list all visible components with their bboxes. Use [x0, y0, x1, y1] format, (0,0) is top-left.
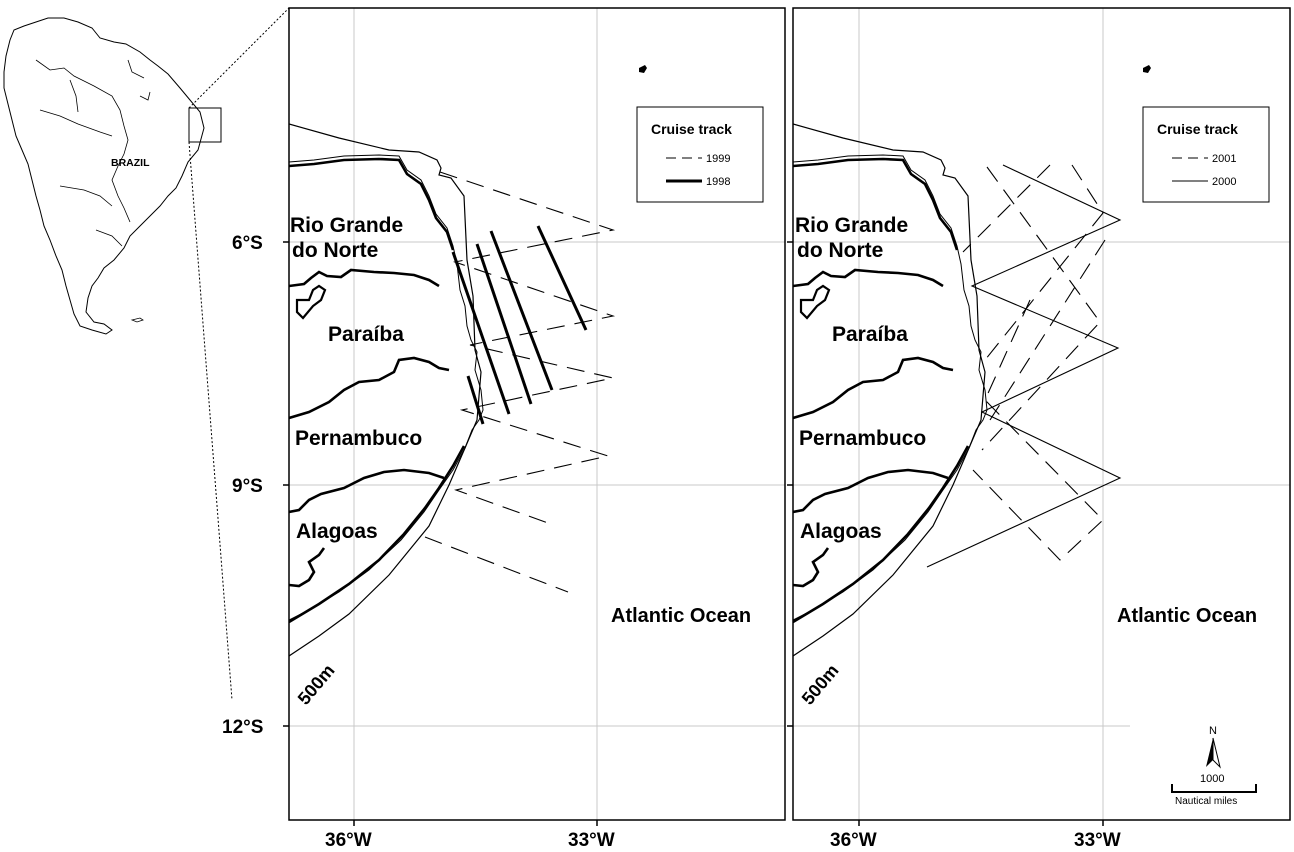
label-pernambuco-r: Pernambuco	[799, 427, 926, 450]
panel-left-frame	[288, 7, 786, 821]
tracks-1999	[424, 171, 616, 593]
legend-left-entry-2: 1998	[706, 176, 730, 188]
south-america-outline	[3, 17, 205, 335]
inset-island	[130, 317, 144, 323]
x-tick-33w-right: 33°W	[1074, 830, 1121, 851]
label-alagoas: Alagoas	[296, 520, 378, 543]
axis-x: 36°W 33°W 36°W 33°W	[325, 820, 1121, 851]
label-rio-grande: Rio Grande	[290, 214, 403, 237]
legend-right-entry-1: 2001	[1212, 153, 1236, 165]
label-atlantic-ocean-r: Atlantic Ocean	[1117, 605, 1257, 627]
legend-right-title: Cruise track	[1157, 121, 1238, 137]
y-tick-12s: 12°S	[222, 717, 263, 738]
label-alagoas-r: Alagoas	[800, 520, 882, 543]
legend-left-entry-1: 1999	[706, 153, 730, 165]
label-rio-grande-r: Rio Grande	[795, 214, 908, 237]
legend-left-title: Cruise track	[651, 121, 732, 137]
tracks-1998	[451, 225, 588, 425]
scale-bar-value: 1000	[1200, 773, 1224, 785]
north-arrow-label: N	[1209, 725, 1217, 737]
inset-study-area-box	[188, 107, 222, 143]
legend-right-entry-2: 2000	[1212, 176, 1236, 188]
legend-left: Cruise track 1999 1998	[636, 106, 764, 203]
scale-bar-unit: Nautical miles	[1175, 796, 1237, 807]
inset-south-america: BRAZIL	[3, 7, 290, 701]
panel-right-frame	[792, 7, 1291, 821]
axis-y: 6°S 9°S 12°S	[222, 233, 793, 738]
scale-bar: 1000 Nautical miles	[1171, 773, 1257, 807]
label-isobath-500m-r: 500m	[798, 660, 843, 708]
label-isobath-500m: 500m	[294, 660, 339, 708]
inset-connector-bottom	[188, 141, 233, 701]
inset-connector-top	[188, 7, 290, 109]
graticule-left	[289, 8, 785, 820]
track-2000	[926, 164, 1122, 568]
label-do-norte: do Norte	[292, 239, 378, 262]
label-pernambuco: Pernambuco	[295, 427, 422, 450]
legend-right: Cruise track 2001 2000	[1142, 106, 1270, 203]
x-tick-36w-left: 36°W	[325, 830, 372, 851]
x-tick-33w-left: 33°W	[568, 830, 615, 851]
inset-interior-borders	[35, 59, 151, 247]
label-paraiba: Paraíba	[328, 323, 404, 346]
inset-country-label: BRAZIL	[111, 157, 150, 169]
label-do-norte-r: do Norte	[797, 239, 883, 262]
tracks-2001	[962, 164, 1106, 561]
label-atlantic-ocean: Atlantic Ocean	[611, 605, 751, 627]
y-tick-9s: 9°S	[232, 476, 263, 497]
north-arrow: N	[1206, 725, 1221, 769]
panel-right: Rio Grande do Norte Paraíba Pernambuco A…	[792, 7, 1291, 821]
panel-left: Rio Grande do Norte Paraíba Pernambuco A…	[288, 7, 786, 821]
x-tick-36w-right: 36°W	[830, 830, 877, 851]
y-tick-6s: 6°S	[232, 233, 263, 254]
label-paraiba-r: Paraíba	[832, 323, 908, 346]
north-arrow-icon	[1206, 738, 1213, 767]
